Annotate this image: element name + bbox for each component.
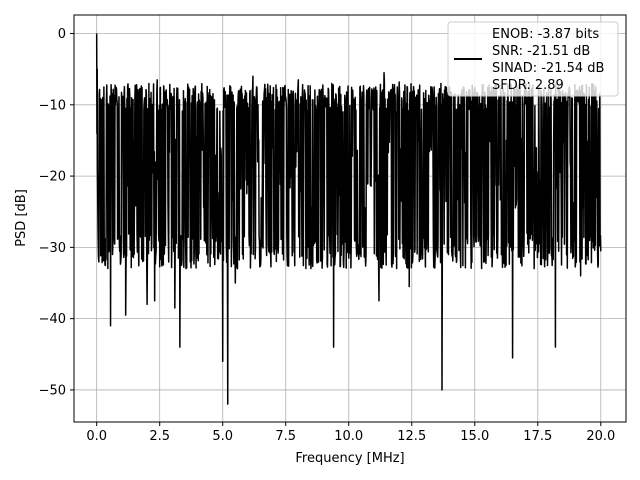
legend-line-sinad: SINAD: -21.54 dB <box>492 61 604 76</box>
x-tick-label: 12.5 <box>397 429 426 444</box>
x-tick-label: 0.0 <box>86 429 107 444</box>
x-tick-label: 10.0 <box>334 429 363 444</box>
y-tick-label: −40 <box>39 312 66 327</box>
y-tick-label: −50 <box>39 383 66 398</box>
legend-line-snr: SNR: -21.51 dB <box>492 44 590 59</box>
y-tick-label: −30 <box>39 241 66 256</box>
y-axis-label: PSD [dB] <box>14 189 29 247</box>
x-tick-label: 5.0 <box>212 429 233 444</box>
x-tick-label: 7.5 <box>275 429 296 444</box>
legend-line-enob: ENOB: -3.87 bits <box>492 27 599 42</box>
x-axis-label: Frequency [MHz] <box>295 451 404 466</box>
y-axis-ticks: 0 −10 −20 −30 −40 −50 <box>39 27 74 398</box>
y-tick-label: −20 <box>39 170 66 185</box>
psd-series-line <box>95 33 602 405</box>
x-tick-label: 20.0 <box>586 429 615 444</box>
x-axis-ticks: 0.0 2.5 5.0 7.5 10.0 12.5 15.0 17.5 20.0 <box>86 422 615 444</box>
x-tick-label: 2.5 <box>149 429 170 444</box>
series-psd <box>95 33 602 405</box>
x-tick-label: 15.0 <box>460 429 489 444</box>
plot-frame <box>73 14 627 423</box>
x-tick-label: 17.5 <box>523 429 552 444</box>
legend-line-sfdr: SFDR: 2.89 <box>492 78 564 93</box>
legend: ENOB: -3.87 bits SNR: -21.51 dB SINAD: -… <box>447 21 619 97</box>
y-tick-label: 0 <box>58 27 66 42</box>
y-tick-label: −10 <box>39 98 66 113</box>
legend-box <box>447 21 619 97</box>
